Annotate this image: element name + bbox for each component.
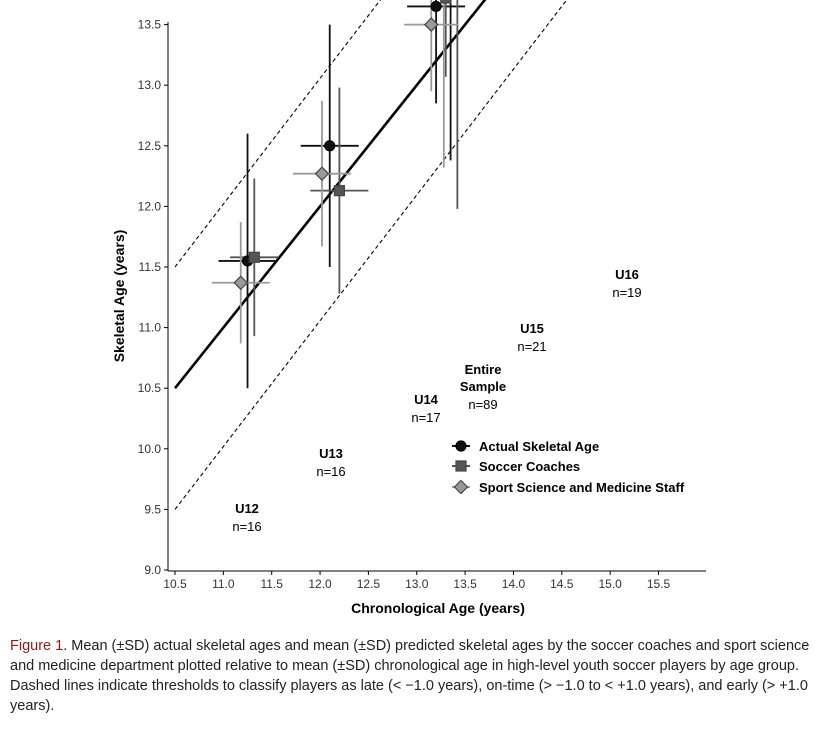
y-tick-label: 11.5 — [139, 260, 162, 274]
late-threshold-line — [174, 0, 568, 510]
diamond-marker — [233, 275, 249, 291]
skeletal-age-chart: 10.5 11.0 11.5 12.0 12.5 13.0 13.5 14.0 14.5 15.0… — [111, 0, 706, 616]
x-tick-label: 14.0 — [502, 577, 526, 591]
identity-line — [173, 0, 487, 390]
group-label-name: Entire — [465, 362, 502, 377]
square-marker — [333, 185, 345, 197]
y-tick-label: 13.0 — [138, 78, 162, 92]
x-axis-ticks: 10.5 11.0 11.5 12.0 12.5 13.0 13.5 14.0 14.5 15.0… — [163, 571, 671, 591]
group-label-name: U12 — [235, 501, 259, 516]
legend-diamond-marker — [453, 479, 469, 495]
x-tick-label: 13.0 — [405, 577, 429, 591]
x-tick-label: 12.5 — [357, 577, 381, 591]
caption-text: . Mean (±SD) actual skeletal ages and me… — [10, 638, 810, 714]
y-axis-ticks: 9.09.510.010.511.011.512.012.513.013.514… — [138, 18, 168, 577]
early-threshold-line — [174, 0, 381, 268]
legend-label: Actual Skeletal Age — [479, 439, 599, 454]
circle-marker — [324, 140, 336, 152]
y-tick-label: 9.0 — [144, 563, 161, 577]
y-tick-label: 12.0 — [138, 199, 162, 213]
reference-lines — [173, 0, 568, 510]
group-label-name: U16 — [615, 267, 639, 282]
group-label-n: n=16 — [232, 519, 261, 534]
y-tick-label: 10.5 — [138, 381, 162, 395]
caption-lead: Figure 1 — [10, 638, 64, 654]
y-tick-label: 10.0 — [138, 442, 162, 456]
figure-caption: Figure 1. Mean (±SD) actual skeletal age… — [10, 636, 810, 716]
legend-circle-marker — [455, 440, 467, 452]
x-axis-label: Chronological Age (years) — [351, 600, 525, 616]
x-tick-label: 15.0 — [598, 577, 622, 591]
circle-marker — [430, 0, 442, 13]
x-tick-label: 14.5 — [550, 577, 574, 591]
y-tick-label: 12.5 — [138, 139, 162, 153]
group-label-n: n=19 — [612, 285, 641, 300]
markers — [233, 0, 452, 291]
group-label-n: n=21 — [517, 339, 546, 354]
legend-square-marker — [455, 460, 467, 472]
axes — [167, 22, 706, 572]
group-label-n: n=17 — [411, 410, 440, 425]
square-marker — [248, 251, 260, 263]
group-label-n: n=89 — [468, 397, 497, 412]
square-marker — [440, 0, 452, 4]
diamond-marker — [314, 166, 330, 182]
group-label-name: U15 — [520, 321, 544, 336]
x-tick-label: 13.5 — [453, 577, 477, 591]
x-tick-label: 12.0 — [308, 577, 332, 591]
x-tick-label: 10.5 — [163, 577, 187, 591]
y-tick-label: 9.5 — [144, 502, 161, 516]
legend: Actual Skeletal Age Soccer Coaches Sport S… — [452, 439, 685, 495]
x-tick-label: 11.5 — [260, 577, 283, 591]
y-axis-label: Skeletal Age (years) — [111, 230, 127, 363]
x-tick-label: 11.0 — [212, 577, 235, 591]
group-label-name: U14 — [414, 392, 439, 407]
group-label-name: Sample — [460, 379, 506, 394]
group-label-name: U13 — [319, 446, 343, 461]
legend-label: Sport Science and Medicine Staff — [479, 480, 685, 495]
y-tick-label: 11.0 — [139, 321, 162, 335]
group-label-n: n=16 — [316, 464, 345, 479]
diamond-marker — [423, 17, 439, 32]
y-tick-label: 13.5 — [138, 18, 162, 32]
x-tick-label: 15.5 — [647, 577, 671, 591]
group-labels: U12 n=16 U13 n=16 U14 n=17 Entire Sample n=89 U15… — [232, 267, 641, 534]
legend-label: Soccer Coaches — [479, 459, 580, 474]
